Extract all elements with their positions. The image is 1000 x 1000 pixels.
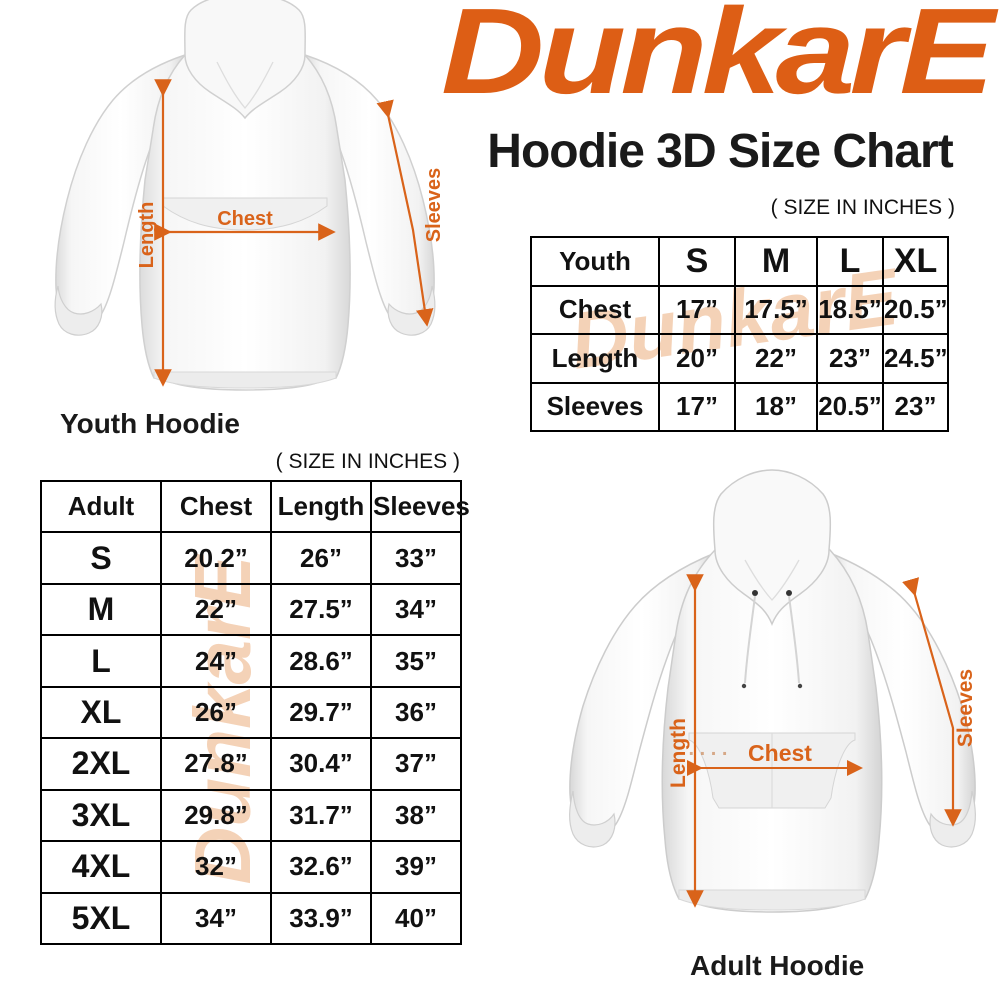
svg-text:. . . .: . . . . [689, 738, 728, 760]
svg-text:Sleeves: Sleeves [423, 168, 445, 243]
svg-text:Chest: Chest [217, 208, 273, 230]
svg-text:Sleeves: Sleeves [954, 669, 977, 747]
svg-text:Length: Length [667, 718, 690, 788]
svg-text:Chest: Chest [748, 740, 812, 766]
svg-text:DunkarE: DunkarE [441, 0, 999, 119]
svg-text:Length: Length [136, 202, 158, 269]
